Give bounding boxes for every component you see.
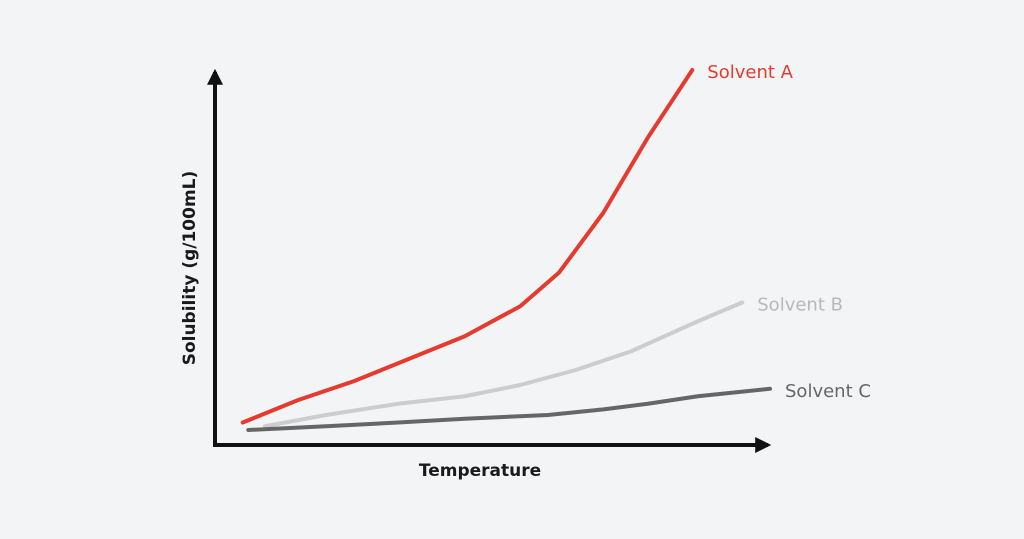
series-label: Solvent B (757, 295, 843, 316)
series-line (240, 68, 695, 425)
series-line (246, 386, 772, 432)
series-label: Solvent C (785, 381, 871, 402)
x-axis-title: Temperature (419, 461, 541, 481)
series-line (262, 300, 745, 429)
series-label: Solvent A (707, 62, 793, 83)
y-axis-title: Solubility (g/100mL) (180, 171, 200, 366)
